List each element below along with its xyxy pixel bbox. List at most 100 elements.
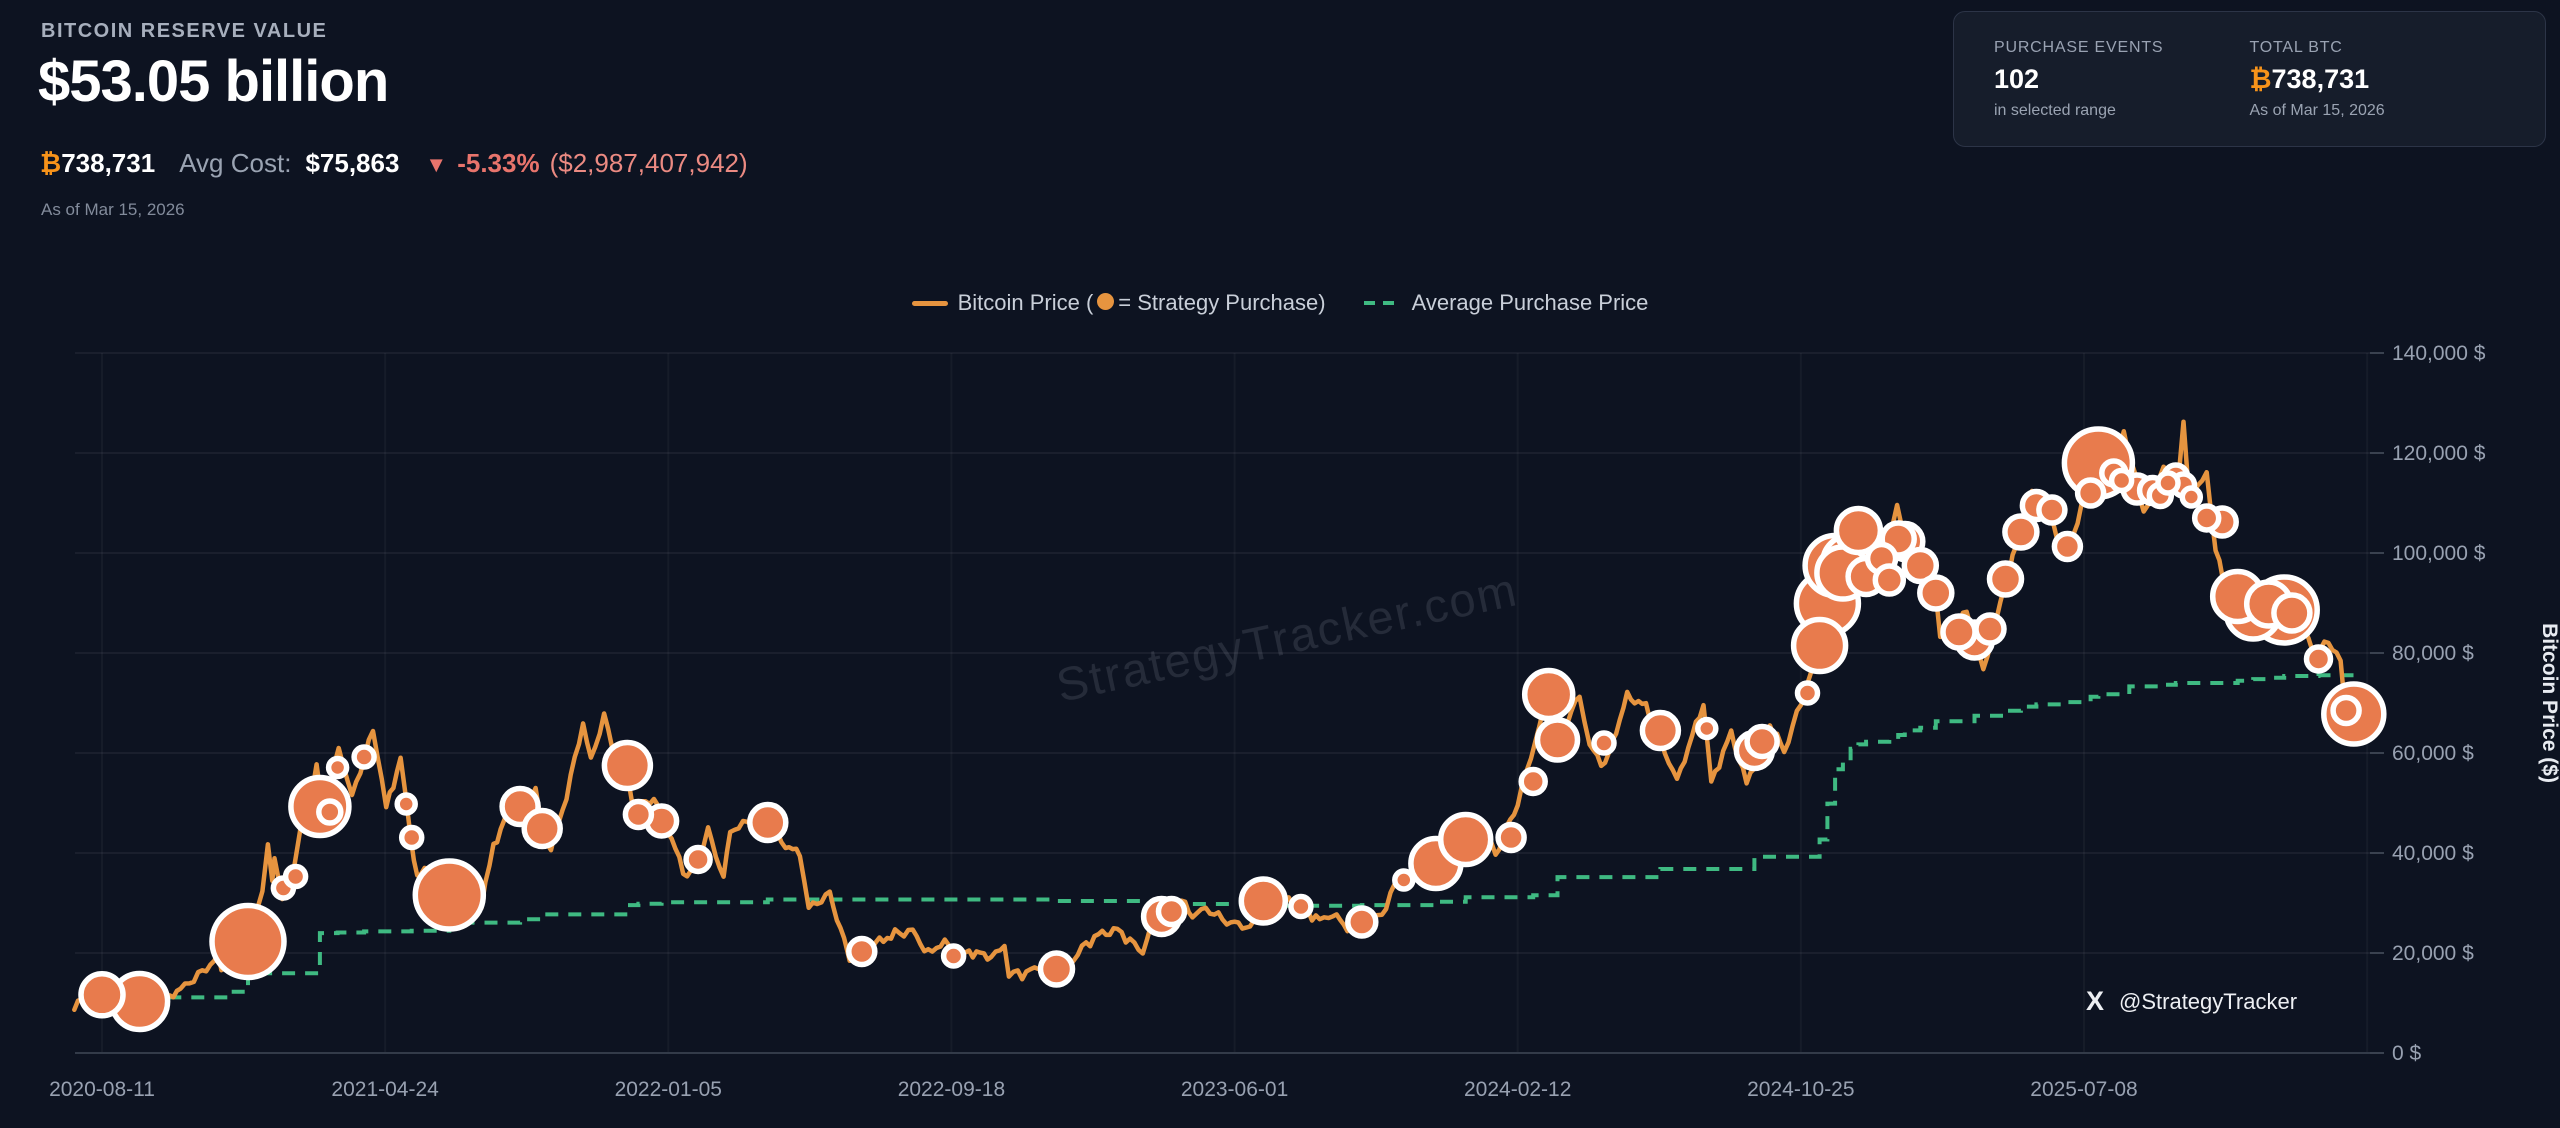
total-btc-value: ₿738,731 bbox=[2250, 64, 2506, 95]
x-twitter-logo-icon: X bbox=[2086, 986, 2105, 1016]
svg-text:2024-10-25: 2024-10-25 bbox=[1747, 1078, 1854, 1101]
svg-text:2022-01-05: 2022-01-05 bbox=[615, 1078, 722, 1101]
change-absolute: ($2,987,407,942) bbox=[549, 148, 748, 178]
legend-item-average-price[interactable]: Average Purchase Price bbox=[1363, 290, 1649, 316]
change-indicator: ▼ -5.33% ($2,987,407,942) bbox=[425, 148, 747, 179]
legend-price-text: Bitcoin Price (= Strategy Purchase) bbox=[957, 290, 1326, 315]
purchase-marker bbox=[1495, 821, 1527, 854]
purchase-marker bbox=[1534, 717, 1581, 763]
social-handle: @StrategyTracker bbox=[2119, 988, 2298, 1014]
purchase-marker bbox=[1695, 716, 1719, 741]
bitcoin-price-line bbox=[72, 419, 2363, 1013]
avg-line-swatch-icon bbox=[1363, 301, 1402, 305]
bitcoin-symbol-icon: ₿ bbox=[40, 149, 62, 179]
purchase-marker bbox=[1901, 546, 1940, 585]
purchase-marker bbox=[209, 902, 287, 981]
price-line-swatch-icon bbox=[911, 300, 948, 306]
down-triangle-icon: ▼ bbox=[425, 152, 448, 177]
purchase-marker bbox=[1986, 560, 2025, 598]
purchase-marker bbox=[521, 807, 563, 850]
legend-avg-text: Average Purchase Price bbox=[1411, 290, 1649, 315]
bitcoin-symbol-icon: ₿ bbox=[2249, 63, 2272, 95]
total-btc-sub: As of Mar 15, 2026 bbox=[2249, 101, 2385, 119]
purchase-marker bbox=[683, 844, 713, 875]
y-axis-title: Bitcoin Price ($) bbox=[2538, 623, 2560, 783]
purchase-marker bbox=[1155, 895, 1188, 928]
svg-text:2024-02-12: 2024-02-12 bbox=[1464, 1078, 1571, 1101]
purchase-events-stat: PURCHASE EVENTS 102 in selected range bbox=[1994, 39, 2250, 120]
purchase-marker bbox=[1345, 905, 1379, 939]
purchase-marker bbox=[2036, 494, 2068, 526]
purchase-marker bbox=[394, 792, 418, 816]
purchase-events-label: PURCHASE EVENTS bbox=[1994, 38, 2164, 56]
purchase-marker bbox=[2303, 644, 2334, 674]
purchase-marker bbox=[1521, 667, 1576, 722]
purchase-marker bbox=[1288, 893, 1314, 920]
chart-legend: Bitcoin Price (= Strategy Purchase) Aver… bbox=[0, 290, 2560, 316]
purchase-marker bbox=[1744, 723, 1780, 760]
purchase-dot-icon bbox=[1097, 293, 1115, 310]
svg-text:20,000 $: 20,000 $ bbox=[2392, 942, 2474, 965]
total-btc-stat: TOTAL BTC ₿738,731 As of Mar 15, 2026 bbox=[2250, 39, 2506, 120]
purchase-marker bbox=[78, 971, 126, 1019]
purchase-marker bbox=[1833, 505, 1884, 556]
purchase-marker bbox=[2108, 467, 2135, 494]
btc-holdings: ₿738,731 bbox=[40, 148, 155, 179]
svg-text:2021-04-24: 2021-04-24 bbox=[331, 1078, 439, 1101]
purchase-marker bbox=[1794, 680, 1821, 706]
svg-text:2023-06-01: 2023-06-01 bbox=[1181, 1078, 1288, 1101]
purchase-marker bbox=[2074, 477, 2107, 509]
change-percent: -5.33% bbox=[457, 148, 540, 178]
purchase-marker bbox=[398, 824, 425, 851]
purchase-marker bbox=[747, 801, 789, 844]
purchase-marker bbox=[1238, 876, 1289, 926]
as-of-date: As of Mar 15, 2026 bbox=[41, 200, 185, 219]
purchase-marker bbox=[1437, 811, 1494, 868]
purchase-marker bbox=[2155, 470, 2181, 496]
purchase-marker bbox=[316, 798, 344, 826]
svg-text:120,000 $: 120,000 $ bbox=[2392, 442, 2486, 465]
purchase-markers bbox=[78, 426, 2387, 1033]
purchase-marker bbox=[1973, 612, 2007, 646]
purchase-marker bbox=[282, 863, 309, 890]
purchase-marker bbox=[1917, 574, 1955, 612]
purchase-marker bbox=[601, 739, 654, 792]
purchase-marker bbox=[412, 858, 487, 932]
purchase-marker bbox=[1872, 563, 1907, 597]
purchase-marker bbox=[325, 755, 350, 780]
reserve-metrics: ₿738,731 Avg Cost: $75,863 ▼ -5.33% ($2,… bbox=[40, 148, 748, 179]
social-credit[interactable]: X @StrategyTracker bbox=[2086, 986, 2297, 1017]
purchase-marker bbox=[1392, 868, 1416, 892]
avg-cost-value: $75,863 bbox=[305, 148, 400, 178]
reserve-value: $53.05 billion bbox=[38, 49, 389, 114]
purchase-marker bbox=[2191, 503, 2222, 533]
purchase-marker bbox=[940, 943, 967, 969]
svg-text:140,000 $: 140,000 $ bbox=[2392, 342, 2486, 365]
purchase-marker bbox=[2002, 513, 2040, 551]
stats-card: PURCHASE EVENTS 102 in selected range TO… bbox=[1953, 11, 2546, 147]
page-title: BITCOIN RESERVE VALUE bbox=[41, 20, 328, 42]
svg-text:100,000 $: 100,000 $ bbox=[2392, 542, 2486, 565]
purchase-marker bbox=[1940, 613, 1978, 651]
purchase-marker bbox=[2271, 592, 2313, 634]
btc-holdings-amount: 738,731 bbox=[61, 148, 156, 178]
purchase-marker bbox=[1591, 730, 1617, 756]
svg-text:40,000 $: 40,000 $ bbox=[2392, 842, 2474, 865]
average-price-line bbox=[102, 671, 2361, 1000]
purchase-marker bbox=[846, 935, 878, 968]
purchase-marker bbox=[1790, 616, 1849, 675]
purchase-events-value: 102 bbox=[1994, 63, 2040, 94]
purchase-marker bbox=[2179, 485, 2204, 509]
legend-item-bitcoin-price[interactable]: Bitcoin Price (= Strategy Purchase) bbox=[911, 290, 1326, 316]
purchase-marker bbox=[2330, 694, 2362, 727]
avg-cost-label: Avg Cost: bbox=[179, 148, 292, 178]
purchase-marker bbox=[1639, 709, 1682, 752]
purchase-marker bbox=[351, 744, 377, 770]
total-btc-label: TOTAL BTC bbox=[2249, 38, 2343, 56]
purchase-marker bbox=[1518, 766, 1548, 797]
svg-text:80,000 $: 80,000 $ bbox=[2392, 642, 2474, 665]
svg-text:2020-08-11: 2020-08-11 bbox=[49, 1078, 155, 1101]
svg-text:0 $: 0 $ bbox=[2392, 1042, 2422, 1065]
